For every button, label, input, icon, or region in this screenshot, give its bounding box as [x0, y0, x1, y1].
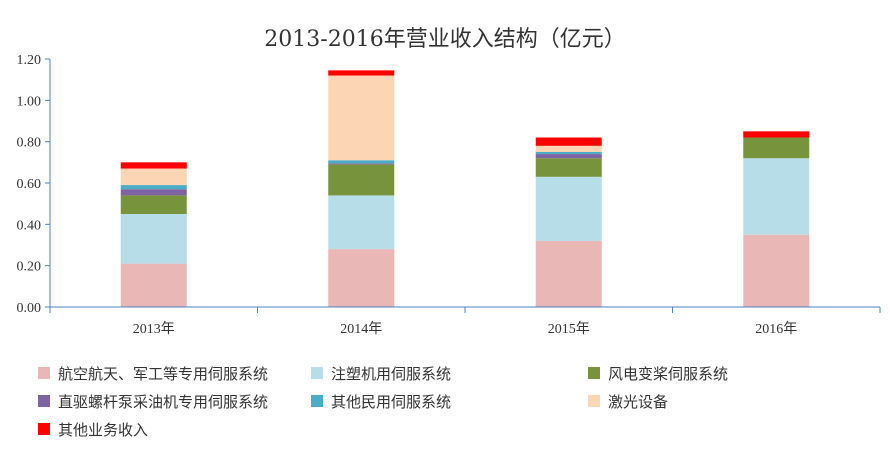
legend-label: 注塑机用伺服系统 — [331, 364, 452, 383]
bar-segment-2-2 — [328, 195, 395, 250]
bar-segment-2-4 — [743, 158, 810, 235]
bar-segment-7-1 — [120, 162, 187, 169]
legend-swatch — [588, 395, 600, 407]
legend-swatch — [311, 367, 323, 379]
y-tick-label: 0.20 — [17, 260, 42, 275]
bar-segment-6-3 — [535, 145, 602, 152]
bar-segment-3-4 — [743, 137, 810, 159]
legend-item-5: 其他民用伺服系统 — [311, 390, 588, 412]
bar-segment-2-3 — [535, 176, 602, 241]
bar-segment-1-4 — [743, 234, 810, 307]
y-tick-label: 0.40 — [17, 218, 42, 233]
legend-label: 激光设备 — [608, 392, 669, 411]
legend-swatch — [311, 395, 323, 407]
bar-segment-2-1 — [120, 214, 187, 264]
x-tick-label: 2015年 — [548, 321, 590, 337]
bar-segment-4-3 — [535, 154, 602, 159]
bar-segment-1-3 — [535, 240, 602, 307]
legend-label: 直驱螺杆泵采油机专用伺服系统 — [58, 392, 269, 411]
legend-swatch — [38, 367, 50, 379]
bar-segment-1-1 — [120, 263, 187, 307]
bar-segment-3-2 — [328, 164, 395, 196]
legend-item-4: 直驱螺杆泵采油机专用伺服系统 — [38, 390, 311, 412]
legend-item-1: 航空航天、军工等专用伺服系统 — [38, 362, 311, 384]
bar-segment-7-3 — [535, 137, 602, 146]
x-tick-label: 2014年 — [340, 321, 382, 337]
legend-swatch — [38, 423, 50, 435]
bar-segment-6-1 — [120, 168, 187, 186]
bar-segment-1-2 — [328, 249, 395, 307]
x-tick-label: 2016年 — [755, 321, 797, 337]
bar-segment-5-1 — [120, 185, 187, 190]
bar-segment-5-3 — [535, 152, 602, 155]
legend-item-6: 激光设备 — [588, 390, 858, 412]
y-tick-label: 0.80 — [17, 136, 42, 151]
bar-segment-3-1 — [120, 195, 187, 214]
legend-label: 风电变桨伺服系统 — [608, 364, 729, 383]
bar-segment-7-2 — [328, 70, 395, 76]
legend: 航空航天、军工等专用伺服系统 注塑机用伺服系统 风电变桨伺服系统直驱螺杆泵采油机专用… — [38, 362, 858, 440]
legend-label: 其他民用伺服系统 — [331, 392, 452, 411]
legend-item-3: 风电变桨伺服系统 — [588, 362, 858, 384]
bar-segment-4-1 — [120, 189, 187, 196]
legend-swatch — [588, 367, 600, 379]
legend-label: 航空航天、军工等专用伺服系统 — [58, 364, 269, 383]
x-tick-label: 2013年 — [133, 321, 175, 337]
legend-item-7: 其他业务收入 — [38, 418, 311, 440]
legend-item-2: 注塑机用伺服系统 — [311, 362, 588, 384]
y-tick-label: 0.00 — [17, 301, 42, 316]
legend-swatch — [38, 395, 50, 407]
bar-segment-7-4 — [743, 131, 810, 138]
y-tick-label: 0.60 — [17, 177, 42, 192]
legend-label: 其他业务收入 — [58, 420, 149, 439]
bar-segment-6-2 — [328, 75, 395, 161]
axis-layer: 0.00 0.20 0.40 0.60 0.80 1.00 1.20 2013年 2014年 20… — [17, 53, 881, 337]
chart-title: 2013-2016年营业收入结构（亿元） — [264, 27, 625, 52]
y-tick-label: 1.20 — [17, 53, 42, 68]
bars-layer — [120, 70, 810, 307]
y-tick-label: 1.00 — [17, 94, 42, 109]
bar-segment-5-2 — [328, 160, 395, 164]
bar-segment-4-2 — [328, 163, 395, 165]
bar-segment-3-3 — [535, 158, 602, 177]
